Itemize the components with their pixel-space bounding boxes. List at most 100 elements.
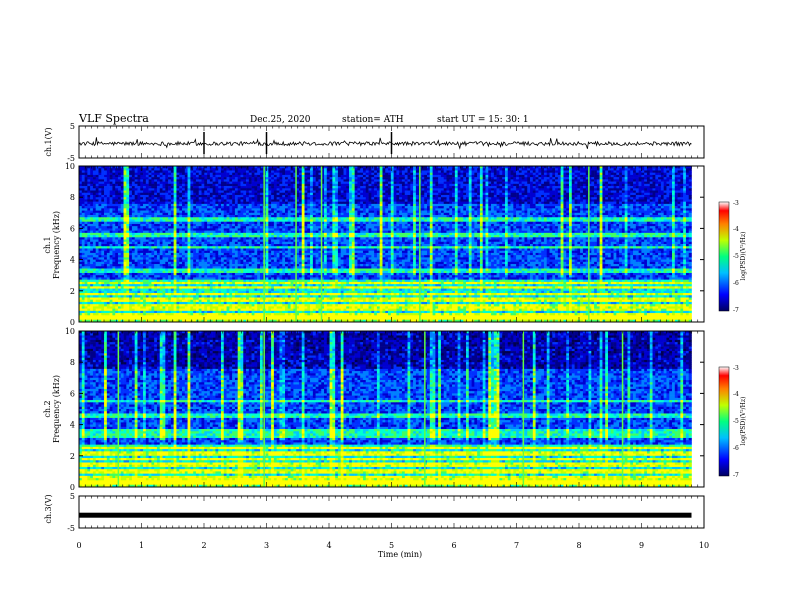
spectrogram-cell [90, 170, 93, 173]
spectrogram-cell [597, 170, 600, 173]
spectrogram-cell [135, 173, 138, 176]
date-label: Dec.25, 2020 [250, 115, 311, 125]
spectrogram-cell [204, 168, 207, 171]
spectrogram-cell [408, 175, 411, 178]
spectrogram-cell [547, 173, 550, 176]
spectrogram-cell [190, 170, 193, 173]
spectrogram-cell [154, 168, 157, 171]
spectrogram-cell [463, 168, 466, 171]
spectrogram-cell [243, 173, 246, 176]
spectrogram-cell [210, 168, 213, 171]
spectrogram-cell [332, 175, 335, 178]
spectrogram-cell [544, 168, 547, 171]
spectrogram-cell [388, 173, 391, 176]
spectrogram-cell [176, 168, 179, 171]
spectrogram-cell [538, 168, 541, 171]
spectrogram-cell [243, 170, 246, 173]
spectrogram-cell [594, 168, 597, 171]
spectrogram-cell [472, 173, 475, 176]
spectrogram-cell [93, 175, 96, 178]
spectrogram-cell [396, 173, 399, 176]
spectrogram-cell [288, 170, 291, 173]
spectrogram-cell [229, 175, 232, 178]
spectrogram-cell [268, 173, 271, 176]
spectrogram-cell [483, 170, 486, 173]
spectrogram-cell [394, 170, 397, 173]
spectrogram-cell [597, 175, 600, 178]
spectrogram-cell [616, 170, 619, 173]
spectrogram-cell [666, 170, 669, 173]
spectrogram-cell [305, 168, 308, 171]
spectrogram-cell [619, 173, 622, 176]
spectrogram-cell [349, 173, 352, 176]
spectrogram-cell [93, 170, 96, 173]
spectrogram-cell [600, 173, 603, 176]
spectrogram-cell [146, 175, 149, 178]
spectrogram-cell [146, 173, 149, 176]
spectrogram-cell [313, 173, 316, 176]
spectrogram-cell [115, 168, 118, 171]
spectrogram-cell [171, 175, 174, 178]
spectrogram-cell [435, 175, 438, 178]
spectrogram-cell [355, 175, 358, 178]
spectrogram-cell [460, 173, 463, 176]
spectrogram-cell [558, 175, 561, 178]
spectrogram-cell [427, 173, 430, 176]
spectrogram-cell [366, 173, 369, 176]
spectrogram-cell [650, 173, 653, 176]
spectrogram-cell [530, 173, 533, 176]
spectrogram-cell [614, 175, 617, 178]
spectrogram-cell [600, 175, 603, 178]
spectrogram-cell [377, 170, 380, 173]
spectrogram-cell [477, 168, 480, 171]
spectrogram-cell [271, 168, 274, 171]
spectrogram-cell [502, 175, 505, 178]
spectrogram-cell [572, 175, 575, 178]
spectrogram-cell [291, 170, 294, 173]
spectrogram-cell [85, 173, 88, 176]
spectrogram-cell [619, 175, 622, 178]
spectrogram-cell [93, 168, 96, 171]
spectrogram-cell [458, 170, 461, 173]
spectrogram-cell [240, 168, 243, 171]
spectrogram-cell [561, 175, 564, 178]
spectrogram-cell [622, 168, 625, 171]
spectrogram-cell [385, 170, 388, 173]
spectrogram-cell [335, 168, 338, 171]
spectrogram-cell [252, 168, 255, 171]
spectrogram-cell [391, 175, 394, 178]
spectrogram-cell [243, 175, 246, 178]
spectrogram-cell [240, 173, 243, 176]
spectrogram-cell [202, 173, 205, 176]
spectrogram-cell [444, 173, 447, 176]
spectrogram-cell [285, 173, 288, 176]
spectrogram-cell [316, 168, 319, 171]
spectrogram-cell [680, 173, 683, 176]
spectrogram-cell [324, 168, 327, 171]
spectrogram-cell [302, 170, 305, 173]
spectrogram-cell [151, 173, 154, 176]
spectrogram-cell [341, 170, 344, 173]
spectrogram-cell [277, 170, 280, 173]
spectrogram-cell [555, 173, 558, 176]
spectrogram-cell [664, 170, 667, 173]
spectrogram-cell [447, 170, 450, 173]
spectrogram-cell [257, 168, 260, 171]
spectrogram-cell [396, 168, 399, 171]
spectrogram-cell [544, 175, 547, 178]
spectrogram-cell [82, 173, 85, 176]
spectrogram-cell [455, 168, 458, 171]
spectrogram-cell [163, 173, 166, 176]
spectrogram-cell [179, 175, 182, 178]
spectrogram-cell [171, 170, 174, 173]
spectrogram-cell [360, 173, 363, 176]
spectrogram-cell [647, 168, 650, 171]
spectrogram-cell [669, 173, 672, 176]
spectrogram-cell [115, 175, 118, 178]
spectrogram-cell [224, 168, 227, 171]
spectrogram-cell [611, 173, 614, 176]
spectrogram-cell [279, 168, 282, 171]
spectrogram-cell [182, 175, 185, 178]
figure-title: VLF Spectra [78, 112, 149, 125]
spectrogram-cell [254, 170, 257, 173]
